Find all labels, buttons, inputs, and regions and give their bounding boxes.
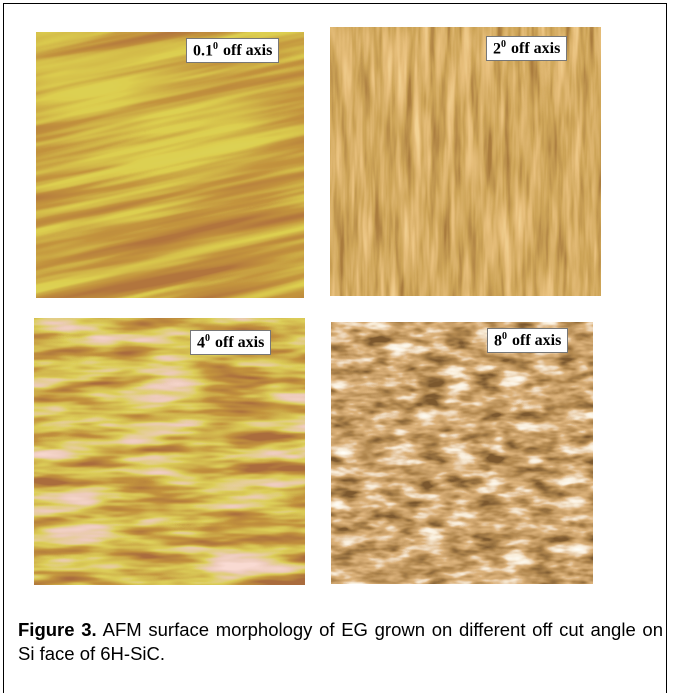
surface-texture: [330, 27, 601, 296]
surface-texture: [34, 318, 305, 585]
label-text: off axis: [512, 332, 561, 349]
caption-text: AFM surface morphology of EG grown on di…: [18, 619, 663, 664]
afm-panel: 20 off axis: [330, 27, 601, 296]
afm-image: [330, 27, 601, 296]
afm-image: [34, 318, 305, 585]
label-text: off axis: [511, 40, 560, 57]
label-text: off axis: [223, 42, 272, 59]
panel-label: 20 off axis: [486, 36, 567, 61]
afm-panel: 0.10 off axis: [36, 32, 304, 298]
figure-caption: Figure 3.AFM surface morphology of EG gr…: [18, 618, 663, 666]
label-superscript: 0: [502, 331, 507, 342]
afm-panel: 40 off axis: [34, 318, 305, 585]
label-value: 0.1: [193, 42, 213, 59]
label-text: off axis: [215, 334, 264, 351]
label-superscript: 0: [213, 41, 218, 52]
label-superscript: 0: [501, 39, 506, 50]
afm-image: [36, 32, 304, 298]
panel-label: 40 off axis: [190, 330, 271, 355]
panel-label: 0.10 off axis: [186, 38, 279, 63]
label-value: 4: [197, 334, 205, 351]
afm-image: [331, 322, 593, 584]
panel-label: 80 off axis: [487, 328, 568, 353]
label-value: 8: [494, 332, 502, 349]
label-superscript: 0: [205, 333, 210, 344]
page: {"panels": [ {"label": {"base": "0.1", "…: [0, 0, 678, 685]
surface-texture: [331, 322, 593, 584]
label-value: 2: [493, 40, 501, 57]
caption-label: Figure 3.: [18, 619, 97, 640]
surface-texture: [36, 32, 304, 298]
afm-panel: 80 off axis: [331, 322, 593, 584]
